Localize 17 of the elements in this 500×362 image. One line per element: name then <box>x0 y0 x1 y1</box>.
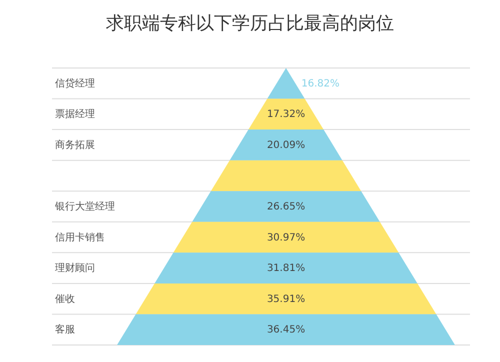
category-label: 银行大堂经理 <box>54 200 115 212</box>
text: 求职端专科以下学历占比最高的岗位 <box>106 13 394 34</box>
data-label: 20.09% <box>266 140 306 151</box>
category-label: 客服 <box>55 324 75 336</box>
data-label: 16.82% <box>301 78 340 90</box>
category-label: 票据经理 <box>55 108 95 120</box>
category-label: 信用卡销售 <box>55 231 105 244</box>
category-label: 信贷经理 <box>55 77 95 90</box>
category-label: 商务拓展 <box>55 138 95 151</box>
data-label: 35.91% <box>266 294 306 305</box>
category-label: 催收 <box>55 294 75 305</box>
data-label: 36.45% <box>266 324 306 336</box>
data-label: 30.97% <box>266 232 306 244</box>
category-label: 理财顾问 <box>55 262 95 274</box>
data-label: 26.65% <box>266 202 306 212</box>
data-label: 17.32% <box>266 109 306 120</box>
data-label: 31.81% <box>266 263 306 274</box>
